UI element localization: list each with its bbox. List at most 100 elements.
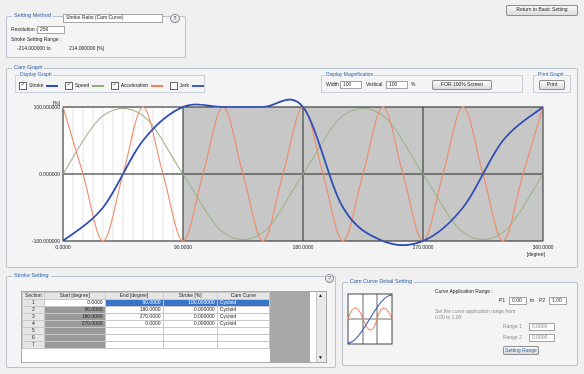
y-unit-label: [%] xyxy=(53,101,61,107)
width-label: Width xyxy=(326,82,339,88)
print-button[interactable]: Print xyxy=(539,80,565,90)
legend-stroke-swatch xyxy=(46,85,59,87)
stroke-col-header: Section xyxy=(22,292,45,300)
table-cell[interactable]: 0.0000 xyxy=(104,320,164,328)
y-tick-label: -100.000000 xyxy=(32,239,60,245)
to-label: to xyxy=(530,298,535,304)
table-cell[interactable] xyxy=(162,341,218,349)
table-cell[interactable] xyxy=(104,327,164,335)
resolution-select[interactable]: 256 xyxy=(37,26,65,34)
scroll-down-icon[interactable]: ▼ xyxy=(318,355,323,361)
range-note: Set the curve application range from 0.0… xyxy=(435,309,516,321)
magnification-label: Display Magnification xyxy=(325,72,375,78)
table-cell[interactable] xyxy=(43,327,106,335)
table-row[interactable]: 4 270.0000 0.0000 0.000000 Cycloid xyxy=(22,320,271,328)
y-tick-label: 0.000000 xyxy=(39,172,60,178)
table-row[interactable]: 5 xyxy=(22,327,271,335)
table-cell[interactable]: 0.000000 xyxy=(162,320,218,328)
setting-range-button[interactable]: Setting Range xyxy=(503,346,539,355)
legend-jerk-label: Jerk xyxy=(179,83,190,90)
table-cell[interactable]: 3 xyxy=(22,313,45,321)
table-cell[interactable] xyxy=(162,327,218,335)
table-cell[interactable]: 90.0000 xyxy=(43,306,106,314)
table-cell[interactable]: 7 xyxy=(22,341,45,349)
table-row[interactable]: 7 xyxy=(22,341,271,349)
table-cell[interactable] xyxy=(216,341,271,349)
stroke-table: Section Start [degree] End [degree] Stroke … xyxy=(22,292,271,349)
table-cell[interactable]: 0.000000 xyxy=(162,313,218,321)
table-cell[interactable] xyxy=(43,334,106,342)
legend-jerk[interactable]: Jerk xyxy=(169,82,209,90)
table-cell[interactable] xyxy=(216,334,271,342)
table-cell[interactable]: 270.0000 xyxy=(104,313,164,321)
p1-input[interactable]: 0.00 xyxy=(509,297,527,305)
cam-graph-chart[interactable]: 0.0000 90.0000 180.0000 270.0000 360.0000 100… xyxy=(7,97,579,267)
table-cell[interactable]: 270.0000 xyxy=(43,320,106,328)
p2-input[interactable]: 1.00 xyxy=(549,297,567,305)
range2-input[interactable]: 0.0000 xyxy=(529,334,555,342)
setting-method-select[interactable]: Stroke Ratio (Cam Curve) xyxy=(63,14,163,23)
table-cell[interactable]: 180.0000 xyxy=(104,306,164,314)
stroke-setting-help-button[interactable]: ? xyxy=(325,274,334,283)
table-cell[interactable]: 180.0000 xyxy=(43,313,106,321)
range1-input[interactable]: 0.0000 xyxy=(529,323,555,331)
table-row[interactable]: 6 xyxy=(22,334,271,342)
speed-checkbox[interactable]: ✓ xyxy=(64,82,73,90)
legend-speed-label: Speed xyxy=(74,83,90,90)
print-graph-box: Print Graph Print xyxy=(533,72,571,93)
table-row[interactable]: 3 180.0000 270.0000 0.000000 Cycloid xyxy=(22,313,271,321)
x-tick-label: 0.0000 xyxy=(55,245,71,251)
width-select[interactable]: 100 xyxy=(340,81,362,89)
table-cell[interactable]: 5 xyxy=(22,327,45,335)
legend-stroke[interactable]: ✓ Stroke xyxy=(19,82,63,90)
table-cell[interactable]: Cycloid xyxy=(216,306,271,314)
legend-jerk-swatch xyxy=(192,85,205,87)
table-cell[interactable]: Cycloid xyxy=(216,313,271,321)
table-cell[interactable] xyxy=(43,341,106,349)
fit-screen-button[interactable]: FOR 100% Screen xyxy=(432,80,492,90)
table-cell[interactable]: 0.0000 xyxy=(43,299,106,307)
stroke-table-scrollbar[interactable]: ▲ ▼ xyxy=(316,292,326,362)
table-cell[interactable]: 90.0000 xyxy=(104,299,164,307)
table-cell[interactable]: Cycloid xyxy=(216,320,271,328)
vertical-select[interactable]: 100 xyxy=(386,81,408,89)
table-cell[interactable] xyxy=(216,327,271,335)
vertical-label: Vertical xyxy=(366,82,383,88)
table-cell[interactable] xyxy=(104,334,164,342)
table-cell[interactable]: 0.000000 xyxy=(162,306,218,314)
setting-method-group: Setting Method Stroke Ratio (Cam Curve) … xyxy=(6,13,186,58)
table-row[interactable]: 2 90.0000 180.0000 0.000000 Cycloid xyxy=(22,306,271,314)
display-graph-label: Display Graph xyxy=(19,72,53,78)
cam-graph-group: Cam Graph Display Graph ✓ Stroke ✓ Speed ✓… xyxy=(6,65,579,268)
table-cell[interactable]: 6 xyxy=(22,334,45,342)
stroke-table-container: Section Start [degree] End [degree] Stroke … xyxy=(21,291,327,363)
table-row[interactable]: 1 0.0000 90.0000 100.000000 Cycloid xyxy=(22,299,271,307)
x-tick-label: 270.0000 xyxy=(413,245,434,251)
p2-label: P2 xyxy=(539,298,546,304)
acceleration-checkbox[interactable]: ✓ xyxy=(110,82,119,90)
preview-curve-stroke xyxy=(347,294,393,344)
legend-stroke-label: Stroke xyxy=(29,83,44,90)
scroll-up-icon[interactable]: ▲ xyxy=(318,293,323,299)
resolution-label: Resolution : xyxy=(11,27,38,33)
table-cell[interactable] xyxy=(162,334,218,342)
stroke-col-header: Stroke [%] xyxy=(162,292,218,300)
jerk-checkbox[interactable] xyxy=(169,82,178,90)
legend-row: ✓ Stroke ✓ Speed ✓ Acceleration Jerk xyxy=(19,82,209,90)
x-tick-label: 90.0000 xyxy=(174,245,192,251)
setting-method-help-button[interactable]: ? xyxy=(170,14,180,23)
table-cell[interactable]: 4 xyxy=(22,320,45,328)
stroke-range-label: Stroke Setting Range : xyxy=(11,37,62,43)
x-tick-label: 180.0000 xyxy=(293,245,314,251)
print-graph-label: Print Graph xyxy=(537,72,565,78)
legend-speed[interactable]: ✓ Speed xyxy=(64,82,109,90)
table-cell[interactable] xyxy=(104,341,164,349)
table-cell[interactable]: Cycloid xyxy=(216,299,271,307)
stroke-setting-group: Stroke Setting ? Section Start [degree] En… xyxy=(6,273,336,368)
return-basic-setting-button[interactable]: Return to Basic Setting xyxy=(506,5,578,16)
stroke-checkbox[interactable]: ✓ xyxy=(19,82,27,90)
table-cell[interactable]: 2 xyxy=(22,306,45,314)
table-cell[interactable]: 1 xyxy=(22,299,45,307)
table-cell[interactable]: 100.000000 xyxy=(162,299,218,307)
legend-acceleration[interactable]: ✓ Acceleration xyxy=(110,82,169,90)
